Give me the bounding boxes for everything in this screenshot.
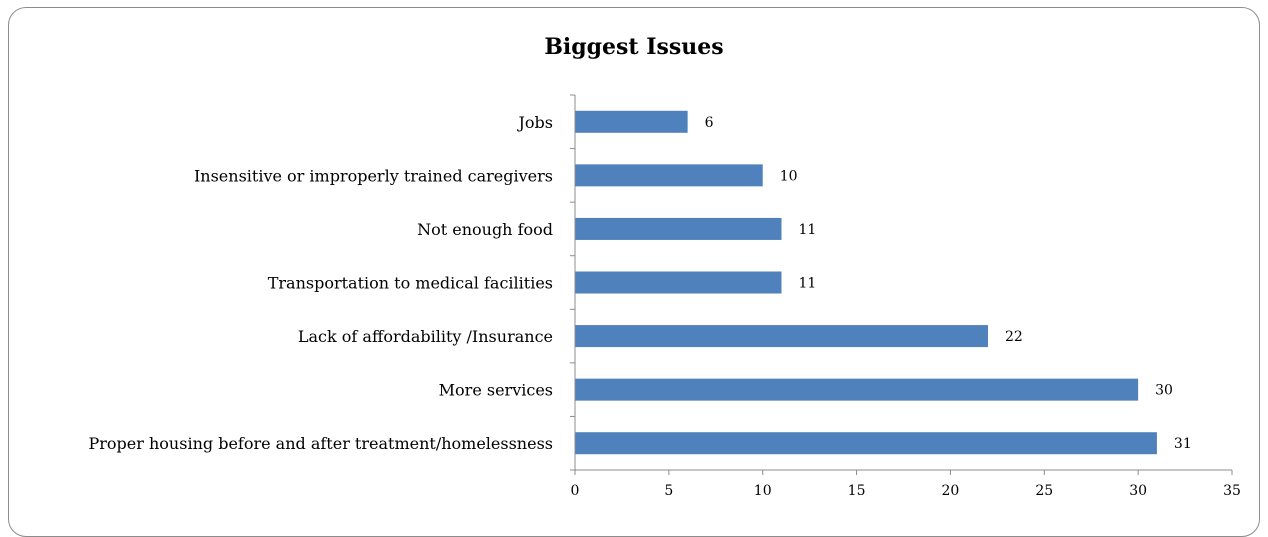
data-label: 31 xyxy=(1174,436,1192,452)
x-tick-label: 0 xyxy=(571,483,580,499)
x-tick-label: 20 xyxy=(942,483,960,499)
bar xyxy=(575,271,782,294)
x-tick-label: 10 xyxy=(754,483,772,499)
x-tick-label: 5 xyxy=(664,483,673,499)
data-label: 11 xyxy=(798,276,816,292)
data-label: 10 xyxy=(780,168,798,184)
labels-layer: Proper housing before and after treatmen… xyxy=(89,113,1241,499)
bar-chart: Proper housing before and after treatmen… xyxy=(89,94,1241,499)
x-tick-label: 30 xyxy=(1129,483,1147,499)
category-label: More services xyxy=(439,381,553,400)
x-tick-label: 35 xyxy=(1223,483,1241,499)
x-tick-label: 15 xyxy=(848,483,866,499)
category-label: Insensitive or improperly trained caregi… xyxy=(194,166,553,185)
bar xyxy=(575,325,988,348)
category-label: Not enough food xyxy=(417,220,553,239)
axes-layer xyxy=(570,94,1233,475)
bar xyxy=(575,378,1139,401)
data-label: 30 xyxy=(1155,383,1173,399)
bar xyxy=(575,110,688,133)
bar xyxy=(575,217,782,240)
bars-layer xyxy=(575,110,1157,455)
category-label: Proper housing before and after treatmen… xyxy=(89,434,554,453)
x-tick-label: 25 xyxy=(1035,483,1053,499)
data-label: 11 xyxy=(798,222,816,238)
data-label: 6 xyxy=(705,115,714,131)
chart-title: Biggest Issues xyxy=(544,34,724,60)
bar xyxy=(575,432,1157,455)
data-label: 22 xyxy=(1005,329,1023,345)
bar xyxy=(575,164,763,187)
category-label: Jobs xyxy=(517,113,554,132)
category-label: Lack of affordability /Insurance xyxy=(298,327,553,346)
category-label: Transportation to medical facilities xyxy=(268,274,553,293)
